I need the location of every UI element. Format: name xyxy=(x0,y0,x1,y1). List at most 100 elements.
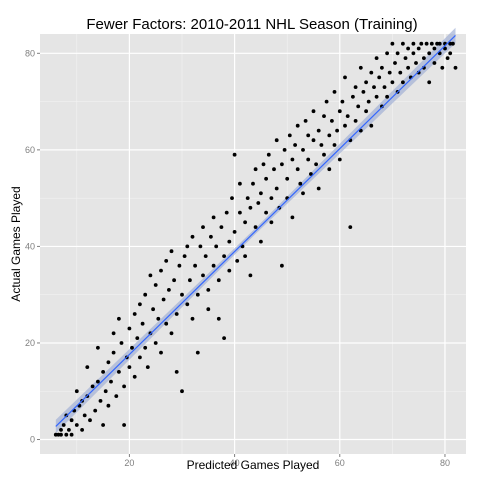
x-tick-label: 80 xyxy=(440,458,450,468)
data-point xyxy=(103,389,108,394)
data-point xyxy=(337,109,342,114)
data-point xyxy=(416,46,421,51)
data-point xyxy=(403,56,408,60)
data-point xyxy=(406,65,410,70)
data-point xyxy=(219,225,224,230)
data-points xyxy=(53,41,458,437)
data-point xyxy=(185,244,190,249)
data-point xyxy=(248,273,253,278)
data-point xyxy=(143,345,148,350)
data-point xyxy=(259,239,263,244)
data-point xyxy=(387,70,392,75)
data-point xyxy=(330,119,334,123)
data-point xyxy=(327,167,332,172)
data-point xyxy=(132,312,137,316)
data-point xyxy=(138,302,142,307)
plot-panel xyxy=(40,34,466,454)
data-point xyxy=(74,389,79,394)
data-point xyxy=(235,259,240,263)
data-point xyxy=(390,41,395,46)
data-point xyxy=(435,41,439,46)
data-point xyxy=(253,167,258,172)
data-point xyxy=(69,418,74,423)
data-point xyxy=(429,41,434,46)
data-point xyxy=(93,408,98,413)
data-point xyxy=(358,65,363,70)
data-point xyxy=(309,172,313,176)
data-point xyxy=(311,138,316,143)
data-point xyxy=(238,181,242,186)
data-point xyxy=(224,210,229,215)
data-point xyxy=(96,345,100,350)
data-point xyxy=(398,70,403,75)
data-point xyxy=(295,167,300,172)
data-point xyxy=(106,360,111,365)
data-point xyxy=(448,41,453,46)
data-point xyxy=(316,128,321,133)
data-point xyxy=(82,413,87,418)
data-point xyxy=(332,90,337,94)
y-tick-label: 20 xyxy=(25,338,35,348)
data-point xyxy=(298,181,303,186)
data-point xyxy=(293,143,297,147)
x-tick-label: 60 xyxy=(335,458,345,468)
data-point xyxy=(138,355,142,360)
data-point xyxy=(69,432,74,437)
data-point xyxy=(203,254,208,258)
data-point xyxy=(290,157,295,162)
data-point xyxy=(380,104,384,109)
data-point xyxy=(332,143,337,147)
data-point xyxy=(193,263,198,268)
data-point xyxy=(274,186,279,191)
data-point xyxy=(190,234,195,239)
data-point xyxy=(230,196,234,201)
data-point xyxy=(56,432,61,437)
data-point xyxy=(343,75,347,80)
data-point xyxy=(214,244,219,249)
data-point xyxy=(393,61,397,65)
data-point xyxy=(111,331,116,336)
data-point xyxy=(266,152,271,157)
data-point xyxy=(282,148,287,152)
data-point xyxy=(385,94,389,99)
data-point xyxy=(264,210,268,215)
data-point xyxy=(222,336,227,340)
data-point xyxy=(153,283,158,287)
data-point xyxy=(227,268,232,273)
data-point xyxy=(427,51,432,56)
data-point xyxy=(259,191,263,196)
data-point xyxy=(261,162,266,167)
x-tick-label: 20 xyxy=(124,458,134,468)
data-point xyxy=(401,80,405,85)
data-point xyxy=(64,432,69,437)
data-point xyxy=(164,259,169,263)
data-point xyxy=(337,157,342,162)
data-point xyxy=(143,292,148,297)
data-point xyxy=(59,432,63,437)
fit-line xyxy=(55,35,456,427)
data-point xyxy=(361,90,366,94)
data-point xyxy=(369,70,374,75)
data-point xyxy=(445,56,450,60)
data-point xyxy=(285,176,290,181)
data-point xyxy=(67,428,71,432)
x-axis-title: Predicted Games Played xyxy=(187,458,320,472)
data-point xyxy=(424,41,429,46)
data-point xyxy=(380,65,384,70)
data-point xyxy=(106,403,111,408)
data-point xyxy=(153,341,158,345)
data-point xyxy=(161,297,166,302)
data-point xyxy=(243,254,248,258)
data-point xyxy=(264,176,268,181)
data-point xyxy=(451,41,455,46)
data-point xyxy=(440,65,445,70)
data-point xyxy=(343,123,347,128)
y-axis-ticks: 0 20 40 60 80 xyxy=(25,48,40,445)
data-point xyxy=(190,316,195,321)
data-point xyxy=(180,389,184,394)
data-point xyxy=(280,162,284,167)
data-point xyxy=(53,432,58,437)
data-point xyxy=(314,162,318,167)
data-point xyxy=(111,350,116,355)
data-point xyxy=(159,350,163,355)
